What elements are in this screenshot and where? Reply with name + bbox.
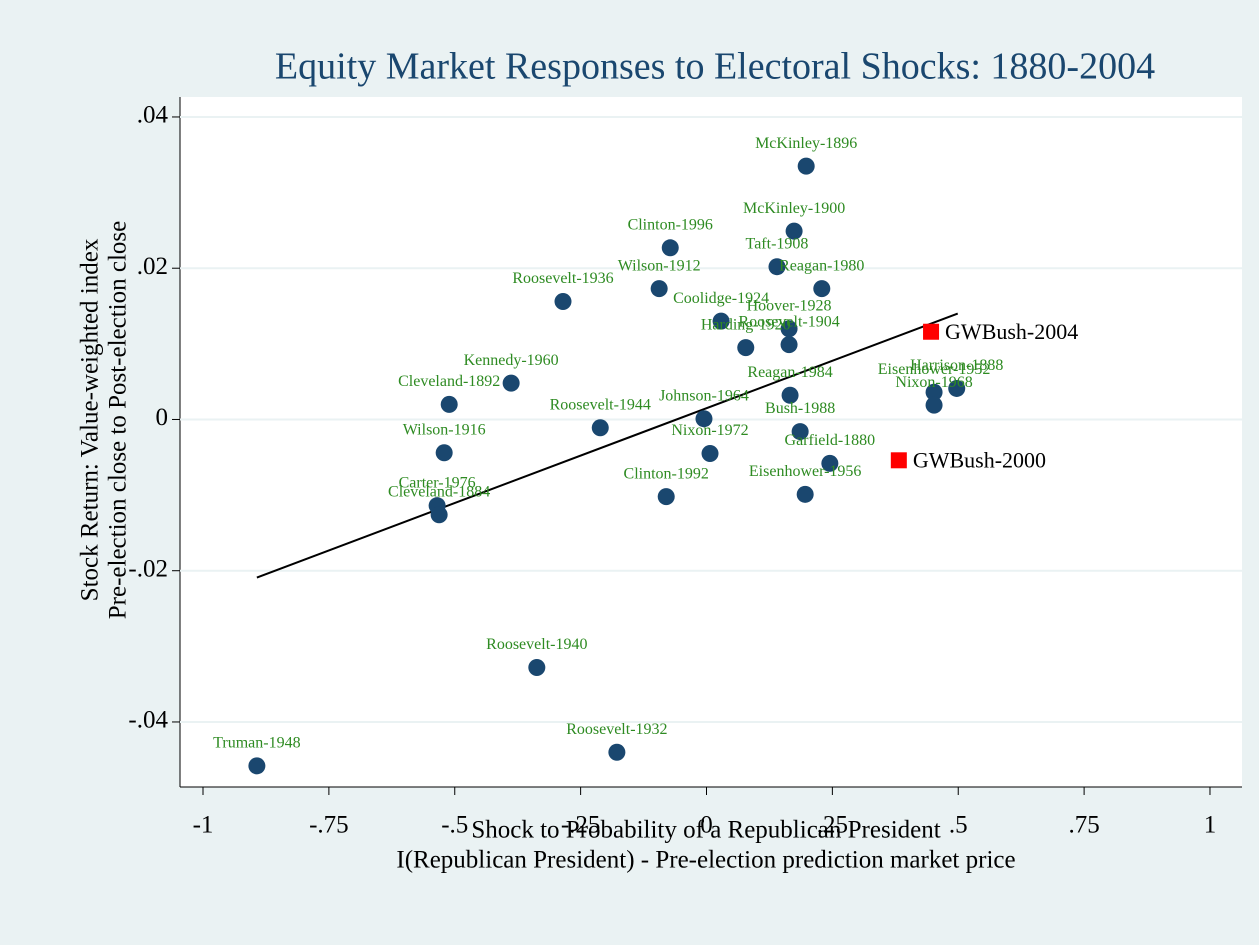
point (781, 386, 799, 404)
x-tick-label: .25 (817, 812, 848, 839)
point (785, 222, 803, 240)
point (925, 396, 943, 414)
point-label: Eisenhower-1956 (749, 463, 862, 480)
x-tick-label: 1 (1204, 812, 1217, 839)
point-label: Wilson-1916 (403, 421, 486, 438)
point (821, 454, 839, 472)
point (948, 379, 966, 397)
point-label: Eisenhower-1952 (878, 361, 991, 378)
point (780, 336, 798, 354)
point-label: Roosevelt-1904 (738, 313, 839, 330)
plot-area (180, 97, 1242, 787)
point-label: Harding-1920 (701, 316, 791, 333)
point-label: Bush-1988 (765, 400, 835, 417)
point (502, 374, 520, 392)
y-tick-label: 0 (156, 404, 169, 431)
point-label: Carter-1976 (399, 474, 476, 491)
point (780, 320, 798, 338)
point (890, 452, 907, 469)
x-axis-title: Shock to Probability of a Republican Pre… (471, 817, 940, 844)
point (591, 419, 609, 437)
point-label: Hoover-1928 (747, 297, 832, 314)
point-label: Reagan-1984 (747, 364, 832, 381)
y-tick-label: .04 (137, 102, 169, 129)
point (797, 157, 815, 175)
point (440, 395, 458, 413)
point-label: McKinley-1900 (743, 200, 845, 217)
x-tick-label: .5 (949, 812, 968, 839)
y-tick-label: -.02 (128, 555, 168, 582)
x-tick-label: -.25 (561, 812, 601, 839)
point-label: Cleveland-1892 (398, 373, 500, 390)
point (925, 383, 943, 401)
y-axis-title: Stock Return: Value-weighted index (77, 238, 104, 601)
point (661, 239, 679, 257)
point-label: Reagan-1980 (779, 257, 864, 274)
point-label: Wilson-1912 (618, 257, 701, 274)
point-label: Nixon-1968 (895, 374, 972, 391)
point (737, 339, 755, 357)
y-axis-title: Pre-election close to Post-election clos… (105, 221, 132, 620)
y-tick-label: .02 (137, 253, 168, 280)
point (796, 485, 814, 503)
point-label: Harrison-1888 (910, 357, 1003, 374)
point-label: Roosevelt-1940 (486, 636, 587, 653)
point (791, 423, 809, 441)
point (701, 444, 719, 462)
point (650, 280, 668, 298)
point (248, 757, 266, 775)
point (435, 444, 453, 462)
point (813, 280, 831, 298)
point-label: Roosevelt-1936 (512, 270, 613, 287)
point (528, 659, 546, 677)
point-label: Cleveland-1884 (388, 483, 490, 500)
point-label: Truman-1948 (213, 734, 300, 751)
point-label: GWBush-2000 (913, 447, 1046, 472)
point-label: Roosevelt-1944 (550, 396, 651, 413)
point (712, 312, 730, 330)
x-tick-label: .75 (1068, 812, 1099, 839)
x-tick-label: -1 (193, 812, 214, 839)
point-label: Nixon-1972 (671, 422, 748, 439)
x-axis-title: I(Republican President) - Pre-election p… (396, 847, 1015, 874)
point-label: Clinton-1996 (628, 216, 713, 233)
point-label: Johnson-1964 (659, 387, 749, 404)
point-label: Roosevelt-1932 (566, 721, 667, 738)
point-label: Garfield-1880 (785, 432, 876, 449)
point (695, 410, 713, 428)
point-label: McKinley-1896 (755, 135, 857, 152)
point (768, 258, 786, 276)
x-tick-label: -.5 (441, 812, 468, 839)
y-tick-label: -.04 (128, 707, 168, 734)
x-tick-label: 0 (700, 812, 713, 839)
point-label: Taft-1908 (746, 235, 809, 252)
point (657, 488, 675, 506)
chart-title: Equity Market Responses to Electoral Sho… (275, 46, 1155, 88)
point (608, 743, 626, 761)
point (430, 506, 448, 524)
point-label: GWBush-2004 (945, 319, 1078, 344)
point-label: Coolidge-1924 (673, 290, 769, 307)
point-label: Kennedy-1960 (464, 352, 559, 369)
point (923, 323, 940, 340)
fit-line (256, 312, 959, 579)
point-label: Clinton-1992 (624, 465, 709, 482)
x-tick-label: -.75 (309, 812, 349, 839)
point (554, 292, 572, 310)
